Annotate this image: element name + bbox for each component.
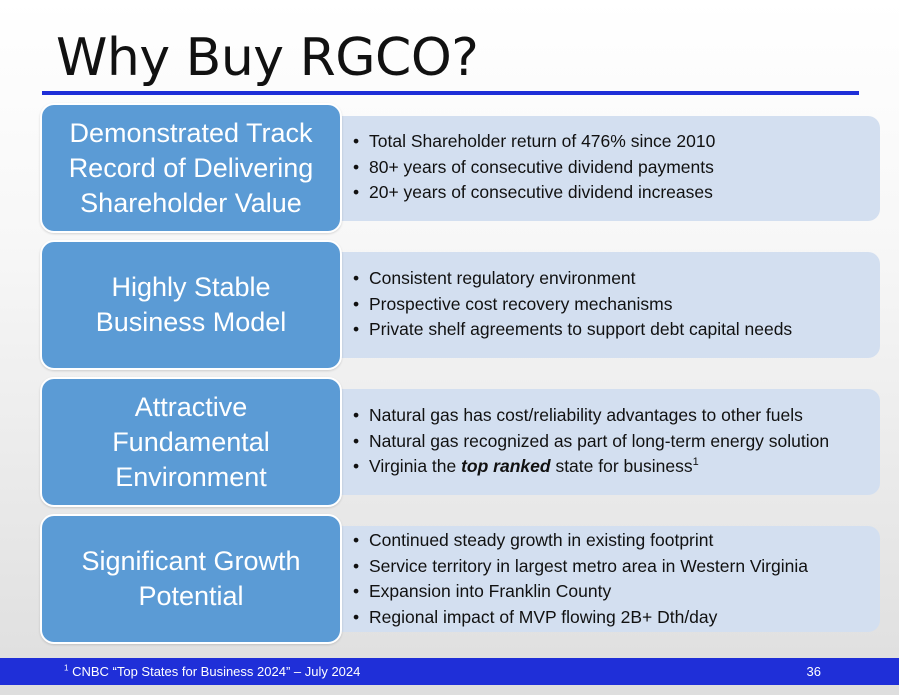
bullet-item: Prospective cost recovery mechanisms: [353, 292, 792, 318]
bullet-item: Natural gas recognized as part of long-t…: [353, 429, 829, 455]
bullet-item: 20+ years of consecutive dividend increa…: [353, 180, 715, 206]
page-number: 36: [806, 664, 821, 679]
section-heading-line: Demonstrated Track: [69, 117, 313, 148]
section-heading-box: Attractive Fundamental Environment: [40, 377, 342, 507]
footnote-marker: 1: [64, 663, 69, 673]
section-bullet-list: Consistent regulatory environment Prospe…: [353, 266, 792, 343]
slide-title: Why Buy RGCO?: [56, 28, 479, 88]
section-stable-business: Highly Stable Business Model Consistent …: [40, 240, 880, 370]
section-heading-line: Environment: [115, 461, 267, 492]
section-bullet-list: Continued steady growth in existing foot…: [353, 528, 808, 630]
section-fundamental-environment: Attractive Fundamental Environment Natur…: [40, 377, 880, 507]
section-heading-line: Record of Delivering: [68, 152, 314, 183]
bullet-item: Natural gas has cost/reliability advanta…: [353, 403, 829, 429]
bullet-item: Virginia the top ranked state for busine…: [353, 454, 829, 480]
footnote-text: CNBC “Top States for Business 2024” – Ju…: [68, 664, 361, 679]
bullet-text: state for business: [550, 456, 693, 477]
bullet-item: Regional impact of MVP flowing 2B+ Dth/d…: [353, 605, 808, 631]
section-heading-line: Potential: [138, 581, 244, 611]
section-heading-line: Highly Stable: [111, 272, 271, 302]
bullet-item: Consistent regulatory environment: [353, 266, 792, 292]
section-heading-box: Significant Growth Potential: [40, 514, 342, 644]
section-heading-line: Shareholder Value: [80, 187, 302, 218]
section-growth-potential: Significant Growth Potential Continued s…: [40, 514, 880, 644]
section-heading-line: Fundamental: [112, 426, 270, 457]
section-track-record: Demonstrated Track Record of Delivering …: [40, 103, 880, 233]
section-bullet-list: Natural gas has cost/reliability advanta…: [353, 403, 829, 480]
bullet-emphasis: top ranked: [461, 456, 551, 477]
bullet-item: Private shelf agreements to support debt…: [353, 317, 792, 343]
bullet-item: Service territory in largest metro area …: [353, 554, 808, 580]
title-underline: [42, 91, 859, 95]
section-heading-line: Business Model: [95, 307, 287, 337]
bullet-item: Expansion into Franklin County: [353, 579, 808, 605]
section-heading-line: Attractive: [134, 391, 248, 422]
footnote: 1 CNBC “Top States for Business 2024” – …: [64, 664, 360, 679]
bullet-item: 80+ years of consecutive dividend paymen…: [353, 155, 715, 181]
section-heading-box: Highly Stable Business Model: [40, 240, 342, 370]
bullet-item: Continued steady growth in existing foot…: [353, 528, 808, 554]
footer-bar: 1 CNBC “Top States for Business 2024” – …: [0, 658, 899, 685]
bullet-item: Total Shareholder return of 476% since 2…: [353, 129, 715, 155]
bullet-text: Virginia the: [369, 456, 462, 477]
section-heading-box: Demonstrated Track Record of Delivering …: [40, 103, 342, 233]
section-heading-line: Significant Growth: [81, 546, 301, 576]
section-bullet-list: Total Shareholder return of 476% since 2…: [353, 129, 715, 206]
footnote-reference: 1: [692, 456, 699, 469]
